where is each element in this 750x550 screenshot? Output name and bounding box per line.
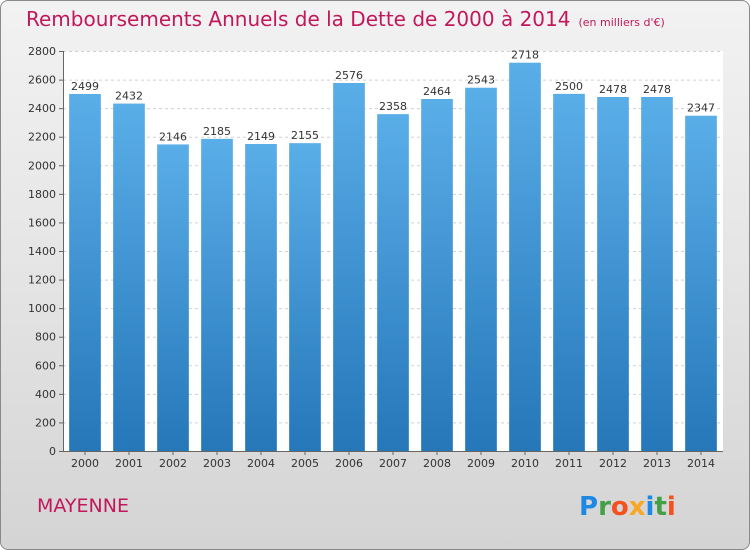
bar bbox=[201, 138, 233, 451]
bar bbox=[69, 94, 101, 451]
bar bbox=[245, 144, 277, 451]
place-name: MAYENNE bbox=[37, 495, 129, 517]
bars bbox=[69, 62, 717, 452]
proxiti-logo: Proxiti bbox=[579, 492, 676, 522]
x-tick-label: 2011 bbox=[555, 457, 583, 470]
bar bbox=[465, 87, 497, 451]
y-tick-label: 800 bbox=[35, 331, 56, 344]
data-label: 2432 bbox=[115, 90, 143, 103]
bar bbox=[597, 97, 629, 451]
data-label: 2500 bbox=[555, 80, 583, 93]
logo-letter: P bbox=[579, 492, 599, 522]
data-label: 2478 bbox=[599, 83, 627, 96]
logo-letter: r bbox=[598, 492, 611, 522]
x-tick-label: 2014 bbox=[687, 457, 715, 470]
y-tick-label: 200 bbox=[35, 416, 56, 429]
x-tick-label: 2006 bbox=[335, 457, 363, 470]
y-tick-label: 600 bbox=[35, 359, 56, 372]
y-tick-label: 2200 bbox=[28, 131, 56, 144]
x-tick-label: 2008 bbox=[423, 457, 451, 470]
bar bbox=[553, 93, 585, 451]
bar bbox=[509, 62, 541, 451]
x-tick-label: 2005 bbox=[291, 457, 319, 470]
x-tick-label: 2012 bbox=[599, 457, 627, 470]
bar bbox=[289, 143, 321, 451]
bar bbox=[421, 99, 453, 451]
data-label: 2155 bbox=[291, 129, 319, 142]
x-tick-label: 2002 bbox=[159, 457, 187, 470]
y-tick-label: 1000 bbox=[28, 302, 56, 315]
y-tick-label: 2600 bbox=[28, 74, 56, 87]
data-label: 2146 bbox=[159, 130, 187, 143]
data-label: 2499 bbox=[71, 80, 99, 93]
data-label: 2478 bbox=[643, 83, 671, 96]
y-tick-label: 0 bbox=[49, 445, 56, 458]
y-tick-label: 400 bbox=[35, 388, 56, 401]
axes: 0 200 400 600 800 1000 1200 1400 1600 1800 2000 220… bbox=[28, 45, 723, 470]
x-tick-label: 2004 bbox=[247, 457, 275, 470]
logo-letter: i bbox=[666, 492, 676, 522]
bar bbox=[377, 114, 409, 452]
y-tick-label: 2800 bbox=[28, 45, 56, 58]
data-label: 2149 bbox=[247, 130, 275, 143]
logo-letter: i bbox=[645, 492, 655, 522]
x-tick-label: 2001 bbox=[115, 457, 143, 470]
logo-letter: x bbox=[628, 492, 646, 522]
bar bbox=[641, 97, 673, 451]
y-tick-label: 2000 bbox=[28, 159, 56, 172]
data-label: 2358 bbox=[379, 100, 407, 113]
y-tick-label: 1800 bbox=[28, 188, 56, 201]
data-label: 2576 bbox=[335, 69, 363, 82]
data-label: 2185 bbox=[203, 125, 231, 138]
chart-title: Remboursements Annuels de la Dette de 20… bbox=[26, 7, 665, 31]
data-labels: 2499 2432 2146 2185 2149 2155 2576 2358 2464 2543… bbox=[71, 49, 715, 144]
chart-unit-note: (en milliers d'€) bbox=[578, 16, 665, 29]
x-tick-label: 2010 bbox=[511, 457, 539, 470]
chart-title-main: Remboursements Annuels de la Dette de 20… bbox=[26, 7, 571, 31]
bar bbox=[113, 103, 145, 452]
x-tick-label: 2007 bbox=[379, 457, 407, 470]
y-tick-label: 1200 bbox=[28, 274, 56, 287]
data-label: 2543 bbox=[467, 74, 495, 87]
y-tick-label: 1600 bbox=[28, 216, 56, 229]
bar bbox=[685, 115, 717, 451]
data-label: 2347 bbox=[687, 102, 715, 115]
bar bbox=[157, 144, 189, 451]
x-tick-label: 2000 bbox=[71, 457, 99, 470]
y-tick-label: 2400 bbox=[28, 102, 56, 115]
x-tick-label: 2013 bbox=[643, 457, 671, 470]
data-label: 2464 bbox=[423, 85, 451, 98]
data-label: 2718 bbox=[511, 49, 539, 62]
x-tick-label: 2009 bbox=[467, 457, 495, 470]
x-tick-label: 2003 bbox=[203, 457, 231, 470]
y-tick-label: 1400 bbox=[28, 245, 56, 258]
bar bbox=[333, 83, 365, 451]
logo-letter: o bbox=[610, 492, 629, 522]
logo-letter: t bbox=[654, 492, 667, 522]
